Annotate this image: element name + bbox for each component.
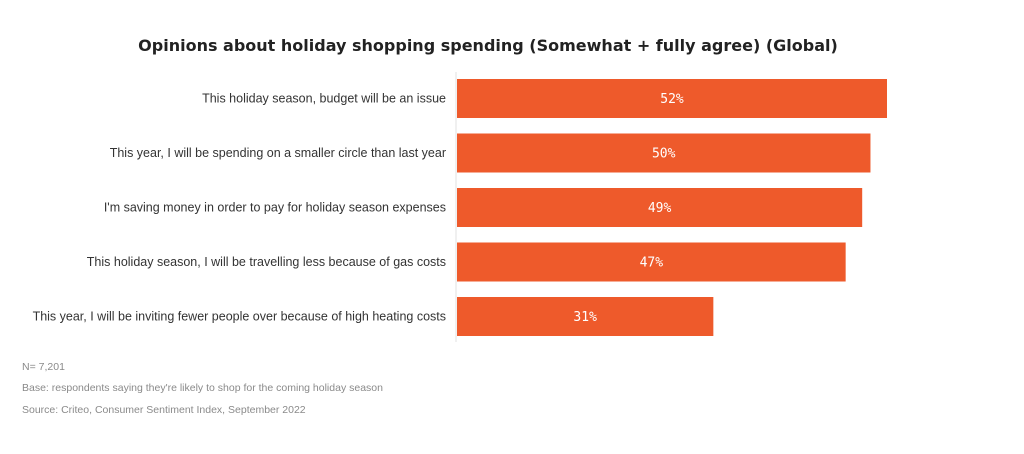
category-label-5: This year, I will be inviting fewer peop…	[33, 310, 446, 324]
chart-title: Opinions about holiday shopping spending…	[138, 36, 838, 55]
source-note: Source: Criteo, Consumer Sentiment Index…	[22, 404, 306, 416]
value-label-5: 31%	[573, 310, 597, 325]
bar-4	[457, 242, 846, 282]
bar-5	[457, 297, 714, 336]
bars-group: This holiday season, budget will be an i…	[33, 79, 887, 336]
value-label-1: 52%	[660, 92, 684, 107]
value-label-3: 49%	[648, 201, 672, 216]
bar-2	[457, 133, 871, 173]
bar-3	[457, 188, 863, 227]
value-label-2: 50%	[652, 147, 676, 162]
sample-size-note: N= 7,201	[22, 361, 65, 373]
value-label-4: 47%	[640, 256, 664, 271]
category-label-4: This holiday season, I will be travellin…	[87, 255, 446, 269]
category-label-2: This year, I will be spending on a small…	[110, 146, 446, 160]
bar-1	[457, 79, 887, 118]
base-note: Base: respondents saying they're likely …	[22, 382, 383, 394]
category-label-3: I'm saving money in order to pay for hol…	[104, 201, 446, 215]
category-label-1: This holiday season, budget will be an i…	[202, 92, 446, 106]
